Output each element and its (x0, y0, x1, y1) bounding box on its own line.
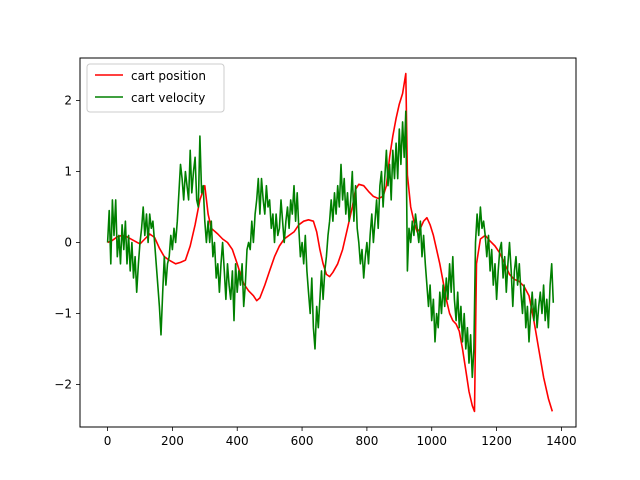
y-tick-label: −2 (54, 377, 72, 391)
y-tick-label: −1 (54, 306, 72, 320)
legend-box (86, 63, 225, 113)
x-axis: 0 200 400 600 800 1000 1200 1400 (104, 427, 577, 448)
y-tick-label: 1 (64, 165, 72, 179)
series-line-cart-position (107, 72, 554, 413)
y-tick-label: 0 (64, 236, 72, 250)
series-layer (106, 72, 555, 413)
y-axis: −2 −1 0 1 2 (54, 94, 80, 391)
x-tick-label: 800 (355, 434, 378, 448)
x-tick-label: 1400 (546, 434, 577, 448)
legend-label-cart-position: cart position (131, 69, 206, 83)
legend: cart position cart velocity (86, 63, 225, 113)
x-tick-label: 1000 (416, 434, 447, 448)
x-tick-label: 200 (161, 434, 184, 448)
x-tick-label: 0 (104, 434, 112, 448)
legend-label-cart-velocity: cart velocity (131, 91, 205, 105)
y-tick-label: 2 (64, 94, 72, 108)
x-tick-label: 600 (291, 434, 314, 448)
series-line-cart-velocity (106, 110, 555, 379)
x-tick-label: 1200 (481, 434, 512, 448)
x-tick-label: 400 (226, 434, 249, 448)
